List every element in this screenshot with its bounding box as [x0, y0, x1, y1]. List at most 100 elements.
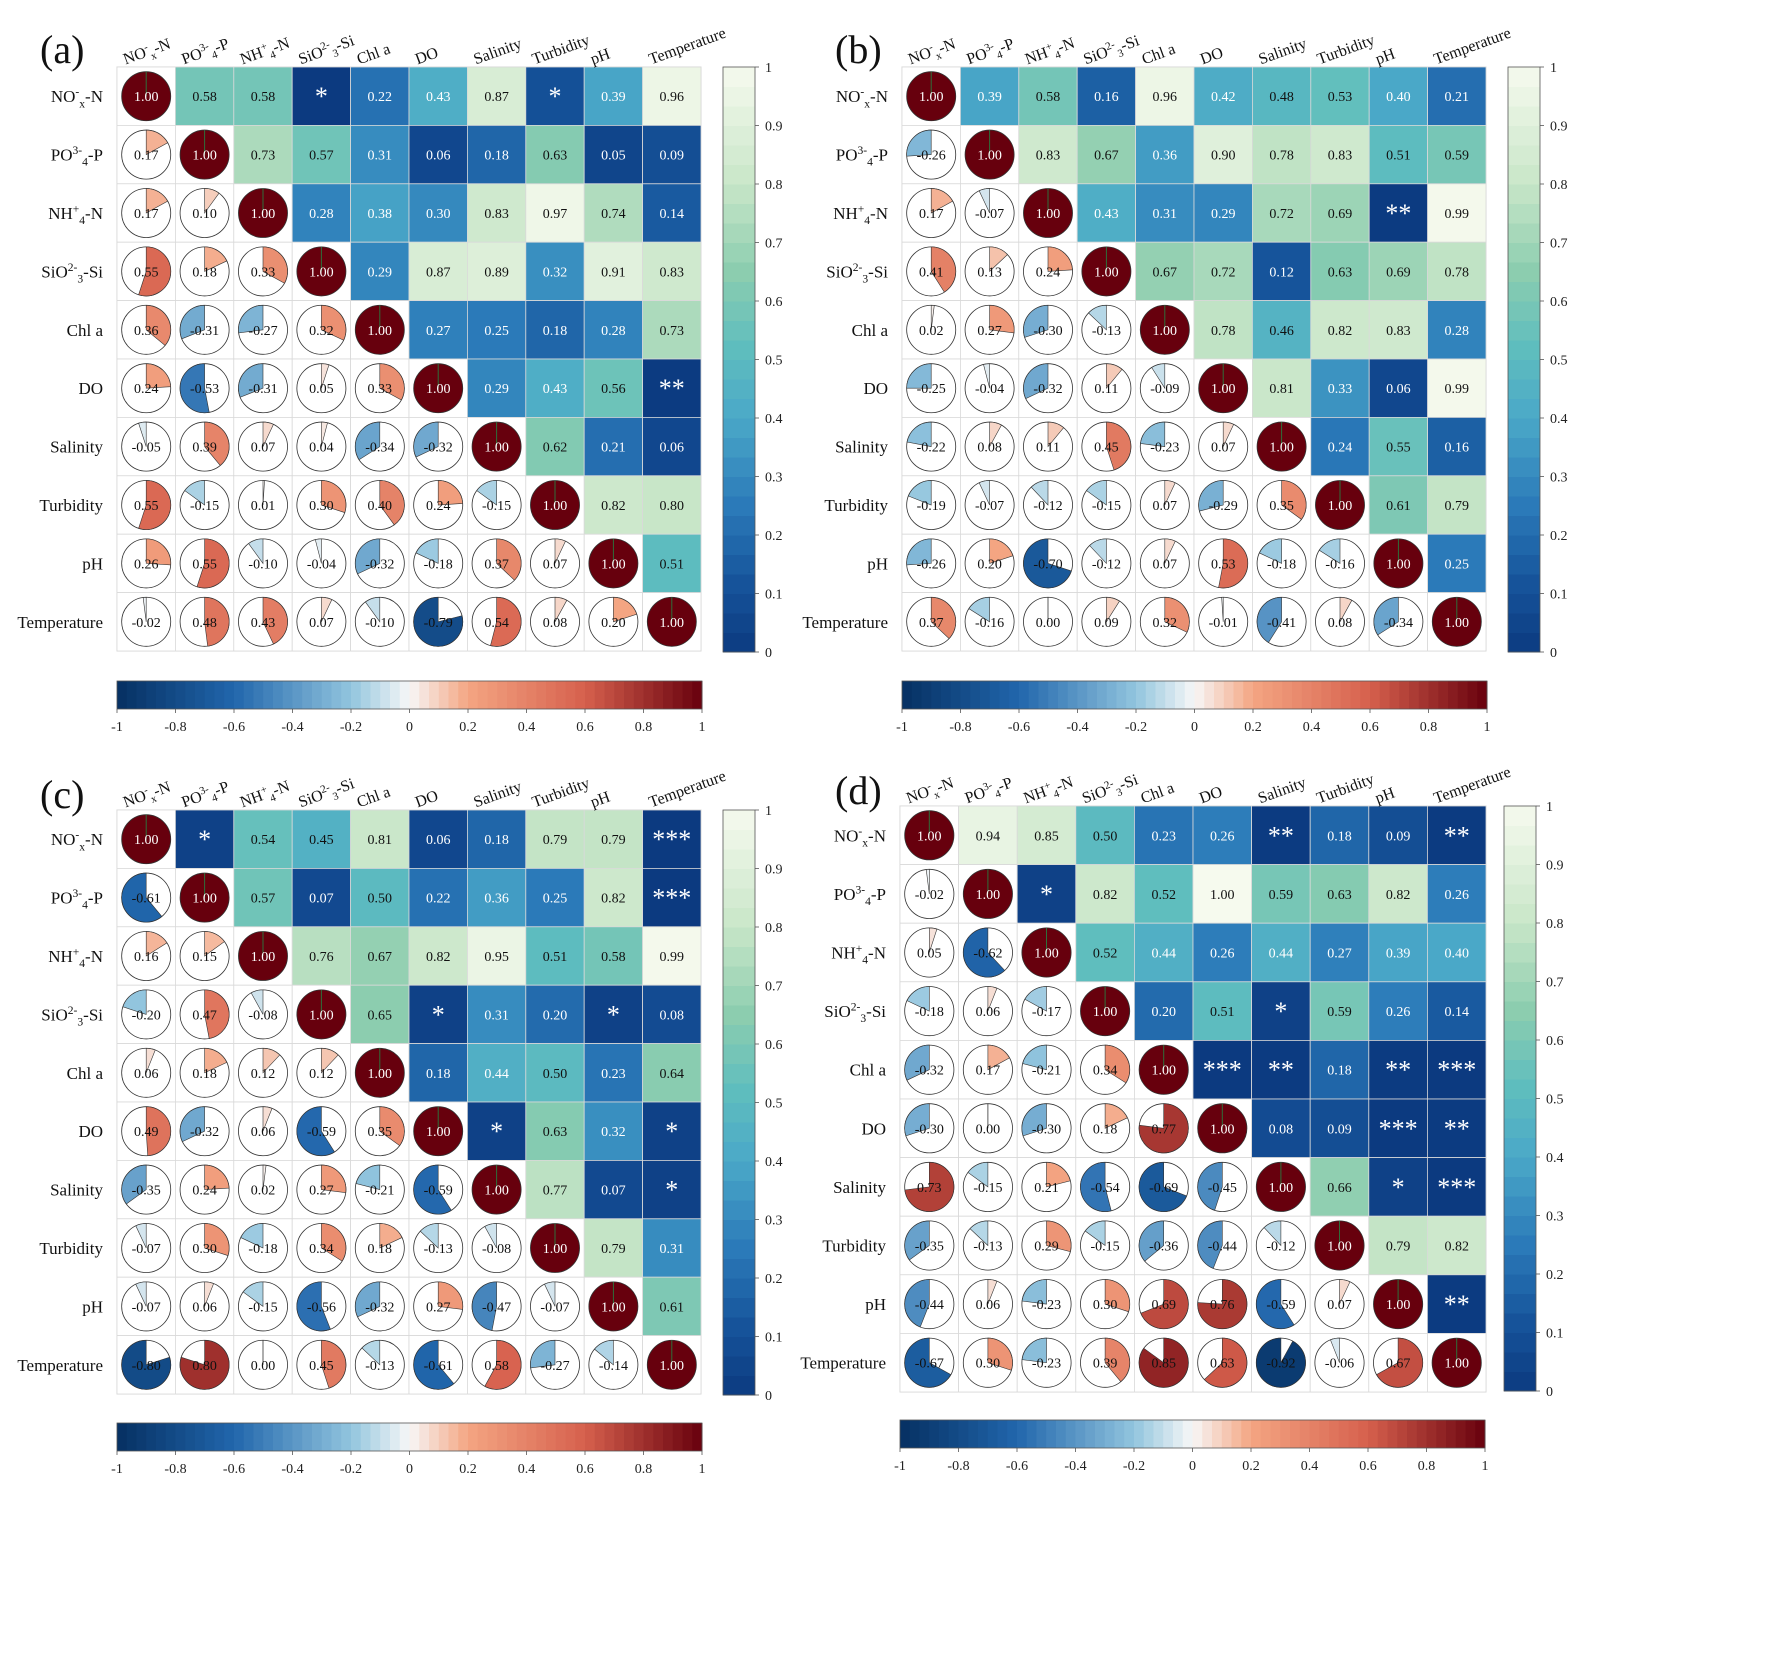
pvalue-cell — [642, 475, 702, 535]
colorbar-step — [1165, 681, 1176, 709]
corr-value: -0.23 — [1032, 1357, 1061, 1372]
colorbar-tick-label: -1 — [111, 720, 123, 735]
colorbar-step — [1508, 262, 1540, 282]
pvalue-label: 0.07 — [309, 892, 334, 907]
pvalue-label: 0.28 — [1445, 324, 1470, 339]
pie-slice — [321, 1339, 347, 1389]
row-label: SiO2-3-Si — [41, 1004, 103, 1029]
colorbar-step — [214, 681, 225, 709]
pvalue-label: 0.46 — [1269, 324, 1294, 339]
corr-value: 0.55 — [134, 499, 159, 514]
corr-value: 0.32 — [1153, 616, 1178, 631]
colorbar-tick-label: -0.2 — [340, 720, 362, 735]
colorbar-step — [477, 681, 488, 709]
pie-slice — [138, 480, 171, 530]
column-label: Turbidity — [1315, 32, 1377, 68]
panel-d: (d)1.00 0.94 0.85 0.50 0.23 0.26 ** 0.18 0.09 **-… — [800, 764, 1563, 1474]
corr-value: 0.08 — [977, 441, 1002, 456]
colorbar-step — [1438, 681, 1449, 709]
corr-value: -0.16 — [975, 616, 1004, 631]
row-label: PO3-4-P — [51, 144, 103, 169]
pvalue-label: 0.21 — [601, 441, 626, 456]
pvalue-label: 0.76 — [309, 950, 334, 965]
row-label: Salinity — [833, 1178, 886, 1197]
column-label: Chl a — [355, 41, 393, 69]
corr-value: 1.00 — [134, 90, 159, 105]
pvalue-label: 0.32 — [543, 265, 568, 280]
colorbar-step — [723, 437, 755, 458]
corr-value: 0.43 — [251, 616, 276, 631]
pie-slice — [987, 986, 998, 1012]
pie-slice — [969, 1220, 989, 1247]
pvalue-label: *** — [1437, 1173, 1476, 1202]
colorbar-step — [1504, 845, 1536, 865]
corr-value: 1.00 — [1327, 1240, 1352, 1255]
colorbar-step — [224, 1423, 235, 1451]
corr-value: -0.79 — [424, 616, 453, 631]
corr-value: 0.45 — [309, 1359, 334, 1374]
column-label: Salinity — [471, 778, 524, 811]
pvalue-cell — [408, 809, 468, 869]
pie-slice — [1256, 596, 1282, 643]
pie-slice — [1376, 1337, 1423, 1388]
column-label: Chl a — [1140, 41, 1178, 69]
column-label: NO-x-N — [120, 33, 174, 71]
colorbar-step — [1504, 962, 1536, 982]
colorbar-step — [1301, 681, 1312, 709]
column-label: NH+4-N — [237, 33, 294, 72]
pvalue-label: ** — [1385, 1056, 1411, 1085]
pie-slice — [989, 421, 1002, 447]
corr-value: -0.15 — [248, 1300, 277, 1315]
colorbar-tick-label: 0 — [406, 720, 413, 735]
pvalue-label: ** — [659, 374, 685, 403]
colorbar-step — [1508, 301, 1540, 321]
colorbar-step — [1508, 242, 1540, 263]
colorbar-tick-label: 0.6 — [1361, 720, 1379, 735]
pvalue-cell — [1134, 922, 1194, 983]
pie-slice — [296, 1281, 331, 1332]
pvalue-label: 0.20 — [1151, 1005, 1176, 1020]
colorbar-step — [1048, 681, 1059, 709]
pie-slice — [1104, 1279, 1131, 1313]
corr-value: 0.30 — [192, 1242, 217, 1257]
colorbar-step — [723, 476, 755, 497]
colorbar-step — [282, 681, 293, 709]
pvalue-label: 0.82 — [601, 499, 626, 514]
pvalue-label: 0.29 — [484, 382, 509, 397]
corr-value: -0.67 — [915, 1357, 944, 1372]
colorbar-tick-label: 0.4 — [1550, 412, 1568, 427]
pvalue-cell — [466, 868, 527, 928]
colorbar-step — [1504, 1176, 1536, 1197]
colorbar-step — [1163, 1420, 1174, 1448]
pvalue-label: 0.55 — [1386, 441, 1411, 456]
colorbar-step — [146, 681, 157, 709]
pvalue-label: 0.59 — [1445, 149, 1470, 164]
pie-slice — [262, 1164, 267, 1190]
colorbar-step — [911, 681, 922, 709]
colorbar-step — [263, 681, 274, 709]
corr-value: 0.11 — [1094, 382, 1118, 397]
colorbar-tick-label: 0.5 — [1546, 1093, 1564, 1108]
pvalue-cell — [1135, 125, 1195, 185]
colorbar-tick-label: 0.6 — [576, 720, 594, 735]
corr-value: -0.59 — [1266, 1298, 1295, 1313]
pie-slice — [204, 246, 228, 272]
corr-value: -0.22 — [917, 441, 946, 456]
correlation-colorbar: -1 -0.8 -0.6 -0.4 -0.2 0 0.2 0.4 0.6 0.8 1 — [111, 680, 706, 735]
colorbar-step — [1436, 1420, 1447, 1448]
corr-value: 1.00 — [1386, 1298, 1411, 1313]
pie-slice — [544, 1281, 556, 1307]
colorbar-tick-label: -0.6 — [1006, 1459, 1028, 1474]
colorbar-step — [1075, 1420, 1086, 1448]
pvalue-label: 0.66 — [1327, 1181, 1352, 1196]
colorbar-step — [370, 681, 381, 709]
colorbar-step — [723, 1375, 755, 1396]
pie-slice — [904, 1103, 930, 1137]
pvalue-label: 0.83 — [484, 207, 509, 222]
row-label: PO3-4-P — [834, 883, 886, 908]
pie-slice — [989, 304, 1015, 334]
colorbar-step — [723, 1102, 755, 1123]
colorbar-step — [146, 1423, 157, 1451]
pvalue-label: 0.83 — [1036, 149, 1061, 164]
